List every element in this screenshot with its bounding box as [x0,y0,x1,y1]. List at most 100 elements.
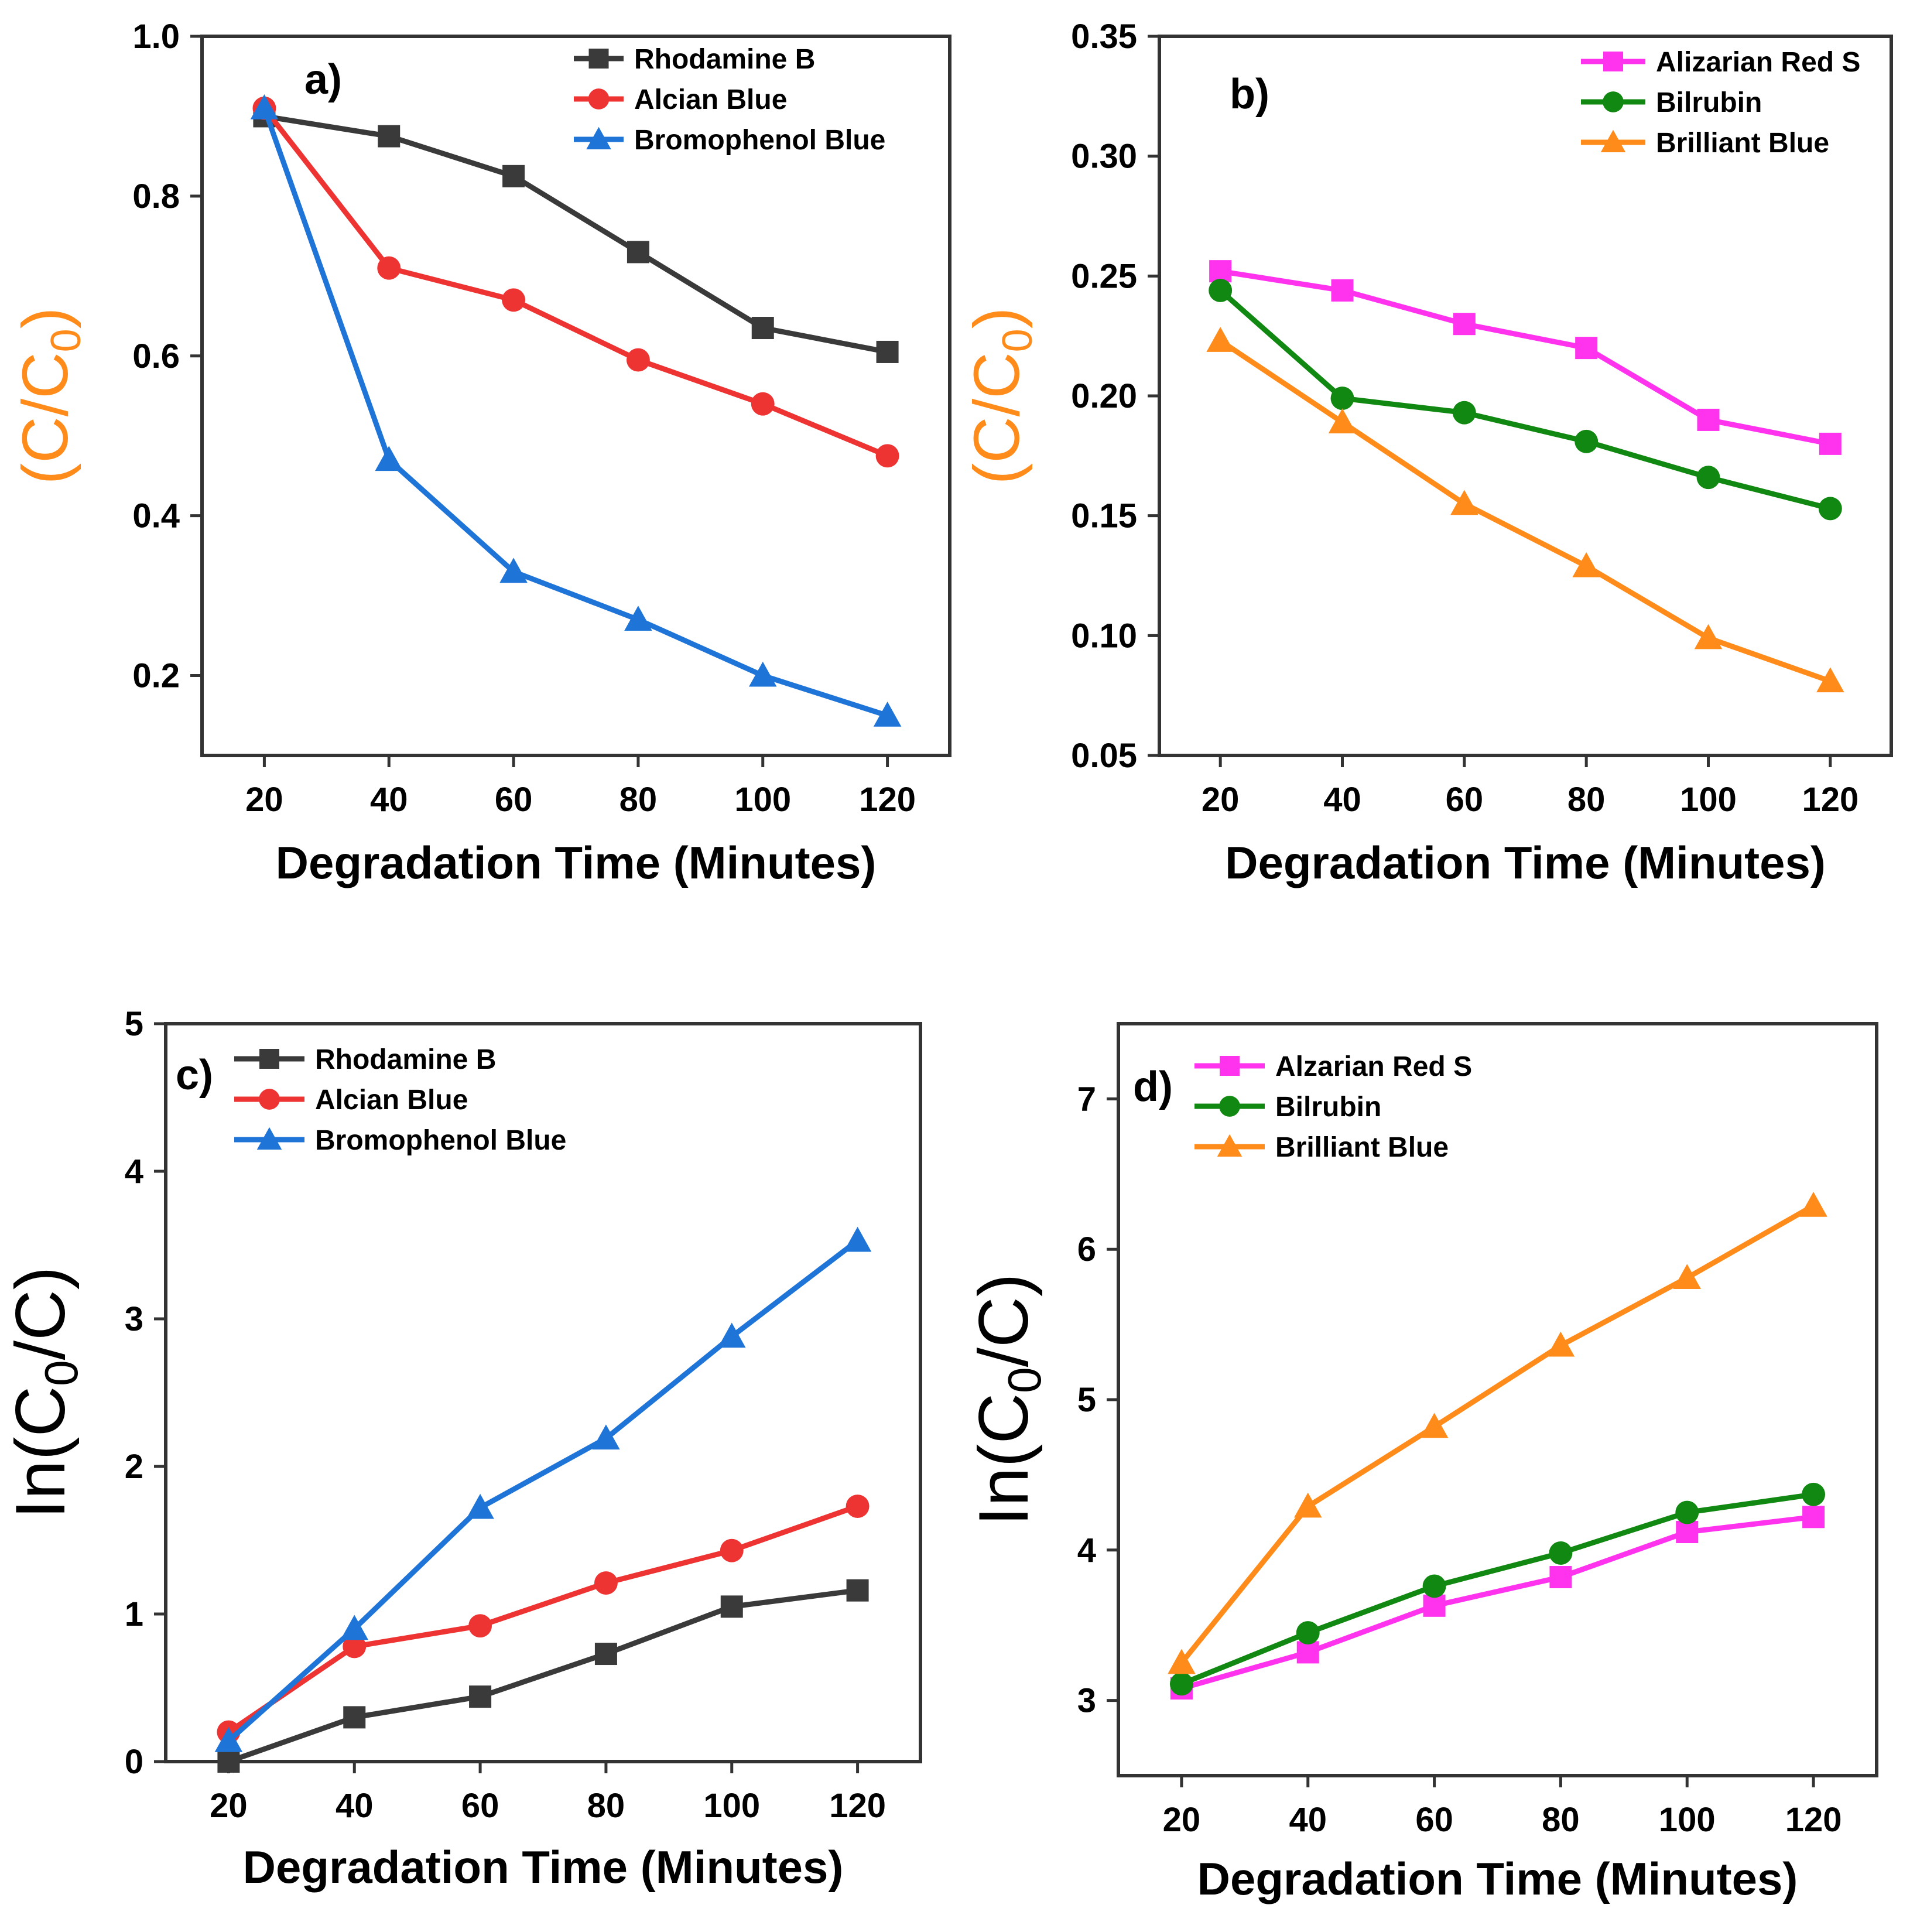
x-axis-title: Degradation Time (Minutes) [243,1841,844,1893]
data-point [1676,1520,1699,1543]
x-tick-label: 100 [734,781,791,819]
data-point [1575,429,1599,453]
data-point [1673,1264,1701,1289]
series-line [261,105,891,459]
data-point [751,392,775,416]
legend-label: Alcian Blue [315,1085,468,1116]
data-point [1799,1191,1827,1217]
legend-label: Alzarian Red S [1275,1051,1472,1082]
data-point [594,1643,617,1666]
y-tick-label: 4 [1077,1531,1096,1569]
data-point [1819,432,1842,455]
data-point [375,446,403,471]
chart-panel-c: 20 40 60 80 100 120 0 1 2 3 4 5 Degradation Time (Mi… [1,1005,922,1893]
x-tick-label: 80 [587,1787,625,1825]
y-tick-label: 5 [125,1005,143,1043]
data-point [377,256,401,280]
y-tick-label: 0.8 [132,177,180,216]
legend-marker [259,1049,279,1069]
data-point [343,1634,367,1659]
panel-label: b) [1230,71,1269,118]
data-point [250,94,279,119]
panel-label: a) [304,56,342,103]
y-title-part: ) [961,307,1033,329]
y-tick-label: 0 [125,1743,143,1781]
legend-label: Brilliant Blue [1275,1132,1449,1163]
y-title-part: In(C [1,1386,80,1519]
data-point [1328,408,1357,434]
y-title-part: In(C [964,1393,1043,1526]
data-point [875,444,899,468]
y-tick-label: 2 [125,1448,143,1486]
legend-marker [1217,1134,1243,1157]
series-line [1179,1492,1816,1687]
data-point [1802,1482,1826,1506]
x-tick-label: 80 [1567,781,1606,819]
data-point [1296,1621,1320,1644]
data-point [720,1538,744,1562]
series-alcian-blue [252,96,899,468]
x-axis-title: Degradation Time (Minutes) [1197,1853,1798,1904]
x-tick-label: 80 [619,781,658,819]
data-point [594,1571,618,1595]
x-axis-title: Degradation Time (Minutes) [1225,837,1826,888]
x-tick-label: 20 [1202,781,1240,819]
data-point [217,1750,240,1773]
series-line [1217,288,1833,511]
y-tick-label: 3 [125,1300,143,1338]
data-point [1453,313,1476,336]
data-point [1450,490,1478,515]
data-point [843,1226,872,1252]
legend: Rhodamine B Alcian Blue Bromophenol Blue [234,1044,566,1156]
y-axis-title: (C/C0) [961,307,1041,485]
series-alzarian-red-s [1170,1506,1825,1700]
series-line [225,1237,861,1744]
data-point [751,317,774,340]
data-point [1331,279,1354,302]
y-tick-label: 4 [125,1153,143,1191]
legend-label: Rhodamine B [315,1044,496,1075]
data-point [624,606,652,631]
legend-label: Alcian Blue [634,84,787,115]
legend-label: Brilliant Blue [1656,128,1829,159]
x-tick-label: 40 [336,1787,374,1825]
data-point [1546,1331,1575,1357]
data-point [718,1322,746,1348]
chart-panel-b: 20 40 60 80 100 120 0.05 0.10 0.15 0.20 0.25 0.30 0.… [961,18,1893,888]
legend-label: Bromophenol Blue [315,1125,566,1156]
data-point [1575,337,1598,360]
x-tick-label: 60 [461,1787,499,1825]
y-title-subscript: 0 [998,1367,1050,1393]
data-point [1818,497,1842,521]
series-bilrubin [1209,278,1842,521]
y-title-part: ) [9,307,81,329]
y-title-part: (C/C [961,352,1033,484]
data-point [502,165,525,187]
series-bromophenol-blue [250,94,902,727]
data-point [846,1579,869,1602]
legend-marker [1219,1096,1240,1117]
data-point [466,1493,494,1519]
data-point [1549,1566,1572,1589]
y-tick-label: 0.05 [1071,737,1137,775]
data-point [1209,260,1232,283]
x-tick-label: 60 [1446,781,1484,819]
x-tick-label: 120 [1802,781,1858,819]
plot-frame [164,1022,922,1763]
chart-panel-a: 20 40 60 80 100 120 0.2 0.4 0.6 0.8 1.0 Degradation… [9,18,951,888]
y-title-part: (C/C [9,352,81,484]
legend-label: Bromophenol Blue [634,125,885,156]
series-line [261,105,891,719]
series-bilrubin [1169,1482,1826,1696]
y-axis-title: In(C0/C) [1,1266,87,1519]
x-axis-title: Degradation Time (Minutes) [276,837,877,888]
y-title-subscript: 0 [43,329,90,352]
y-tick-label: 0.2 [132,657,180,695]
data-point [499,558,528,583]
x-tick-label: 100 [1680,781,1737,819]
series-line [1217,268,1833,447]
legend-label: Bilrubin [1656,87,1762,118]
data-point [343,1706,366,1729]
chart-panel-d: 20 40 60 80 100 120 3 4 5 6 7 Degradation Time (Min… [964,1022,1878,1904]
